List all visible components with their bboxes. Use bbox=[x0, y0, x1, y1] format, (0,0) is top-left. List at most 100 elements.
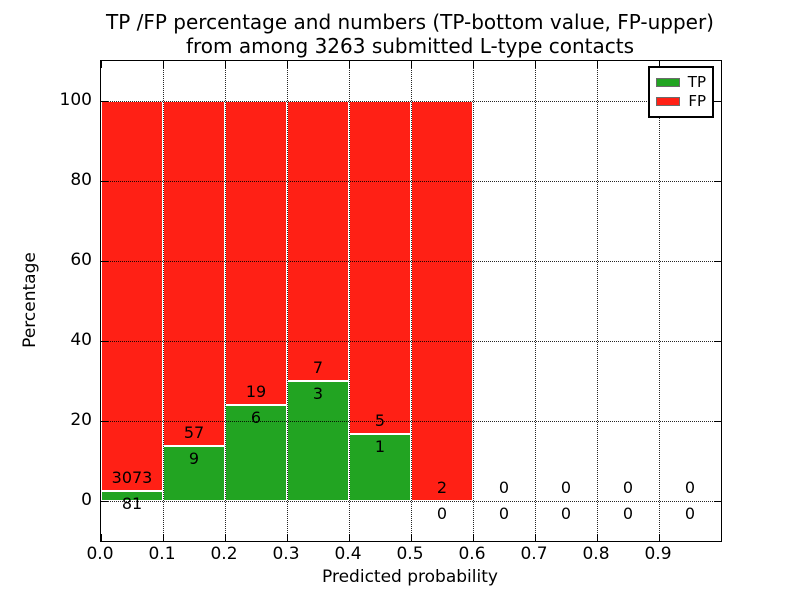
tp-count-label: 81 bbox=[121, 493, 143, 513]
tp-count-label: 0 bbox=[498, 504, 510, 523]
fp-count-label: 7 bbox=[312, 358, 324, 377]
x-tick-mark bbox=[287, 534, 288, 541]
x-tick-label: 0.8 bbox=[582, 544, 610, 564]
gridline-vertical bbox=[349, 61, 350, 541]
tp-count-label: 0 bbox=[684, 504, 696, 523]
bar-tp bbox=[349, 434, 411, 501]
gridline-vertical bbox=[411, 61, 412, 541]
y-tick-mark bbox=[101, 101, 108, 102]
tp-count-label: 0 bbox=[436, 504, 448, 523]
tp-count-label: 0 bbox=[622, 504, 634, 523]
y-tick-mark-right bbox=[714, 421, 721, 422]
y-tick-mark bbox=[101, 421, 108, 422]
x-tick-mark-top bbox=[349, 61, 350, 68]
gridline-vertical bbox=[287, 61, 288, 541]
x-tick-label: 0.9 bbox=[644, 544, 672, 564]
x-tick-mark-top bbox=[535, 61, 536, 68]
y-tick-mark bbox=[101, 341, 108, 342]
y-tick-label: 80 bbox=[70, 170, 92, 190]
legend-label-fp: FP bbox=[688, 92, 706, 110]
x-tick-label: 0.1 bbox=[148, 544, 176, 564]
y-tick-mark bbox=[101, 181, 108, 182]
legend-entry-tp: TP bbox=[656, 73, 706, 92]
y-tick-mark-right bbox=[714, 501, 721, 502]
y-axis-label: Percentage bbox=[20, 252, 40, 348]
y-tick-mark-right bbox=[714, 261, 721, 262]
y-tick-mark-right bbox=[714, 341, 721, 342]
chart-title-line1: TP /FP percentage and numbers (TP-bottom… bbox=[106, 10, 714, 34]
x-tick-label: 0.0 bbox=[86, 544, 114, 564]
tp-count-label: 6 bbox=[250, 408, 262, 427]
x-tick-mark bbox=[535, 534, 536, 541]
x-tick-mark-top bbox=[163, 61, 164, 68]
x-tick-mark bbox=[411, 534, 412, 541]
y-tick-label: 60 bbox=[70, 250, 92, 270]
fp-count-label: 19 bbox=[245, 382, 267, 401]
chart-title: TP /FP percentage and numbers (TP-bottom… bbox=[100, 10, 720, 58]
tp-count-label: 0 bbox=[560, 504, 572, 523]
gridline-vertical bbox=[659, 61, 660, 541]
gridline-vertical bbox=[597, 61, 598, 541]
x-tick-mark-top bbox=[101, 61, 102, 68]
x-tick-label: 0.5 bbox=[396, 544, 424, 564]
x-tick-mark-top bbox=[411, 61, 412, 68]
legend: TP FP bbox=[648, 66, 714, 118]
x-tick-mark-top bbox=[287, 61, 288, 68]
fp-count-label: 3073 bbox=[111, 467, 153, 487]
bar-tp bbox=[287, 381, 349, 501]
legend-swatch-fp bbox=[656, 97, 681, 106]
fp-count-label: 57 bbox=[183, 423, 205, 443]
x-tick-mark bbox=[473, 534, 474, 541]
y-tick-mark bbox=[101, 261, 108, 262]
ticks-layer bbox=[101, 61, 721, 541]
y-tick-mark-right bbox=[714, 181, 721, 182]
fp-count-label: 5 bbox=[374, 411, 386, 431]
bar-fp bbox=[287, 101, 349, 381]
legend-label-tp: TP bbox=[687, 73, 706, 91]
chart-title-line2: from among 3263 submitted L-type contact… bbox=[185, 34, 635, 58]
tp-count-label: 3 bbox=[312, 384, 324, 403]
bar-tp bbox=[101, 490, 163, 501]
gridline-vertical bbox=[225, 61, 226, 541]
gridline-vertical bbox=[535, 61, 536, 541]
x-tick-mark bbox=[101, 534, 102, 541]
bar-fp bbox=[349, 101, 411, 435]
fp-count-label: 0 bbox=[560, 478, 572, 497]
x-tick-mark bbox=[225, 534, 226, 541]
y-tick-label: 20 bbox=[70, 410, 92, 430]
x-tick-mark bbox=[163, 534, 164, 541]
y-tick-label: 100 bbox=[59, 90, 92, 110]
fp-count-label: 0 bbox=[498, 478, 510, 497]
bar-fp bbox=[163, 101, 225, 447]
y-tick-label: 0 bbox=[81, 490, 92, 510]
tp-count-label: 9 bbox=[188, 449, 200, 469]
count-labels-layer: 3073 81 57 9 19 6 7 3 5 1 2 0 0 0 0 0 0 0 0 0 bbox=[101, 61, 721, 541]
x-tick-label: 0.6 bbox=[458, 544, 486, 564]
y-tick-mark-right bbox=[714, 101, 721, 102]
x-tick-mark bbox=[597, 534, 598, 541]
x-tick-mark bbox=[349, 534, 350, 541]
legend-swatch-tp bbox=[656, 78, 680, 87]
x-tick-mark-top bbox=[597, 61, 598, 68]
y-tick-label: 40 bbox=[70, 330, 92, 350]
fp-count-label: 0 bbox=[684, 478, 696, 497]
gridline-vertical bbox=[473, 61, 474, 541]
x-tick-mark-top bbox=[659, 61, 660, 68]
x-tick-label: 0.2 bbox=[210, 544, 238, 564]
x-tick-mark-top bbox=[473, 61, 474, 68]
grid-layer bbox=[101, 61, 721, 541]
gridline-vertical bbox=[163, 61, 164, 541]
tp-count-label: 1 bbox=[374, 437, 386, 457]
x-tick-mark-top bbox=[225, 61, 226, 68]
fp-count-label: 0 bbox=[622, 478, 634, 497]
x-tick-label: 0.3 bbox=[272, 544, 300, 564]
bars-layer bbox=[101, 61, 721, 541]
x-tick-mark bbox=[659, 534, 660, 541]
x-tick-label: 0.7 bbox=[520, 544, 548, 564]
legend-entry-fp: FP bbox=[656, 92, 706, 111]
plot-area: 3073 81 57 9 19 6 7 3 5 1 2 0 0 0 0 0 0 0 0 0 TP FP bbox=[100, 60, 722, 542]
y-tick-mark bbox=[101, 501, 108, 502]
bar-fp bbox=[101, 101, 163, 491]
x-axis-label: Predicted probability bbox=[322, 567, 498, 587]
